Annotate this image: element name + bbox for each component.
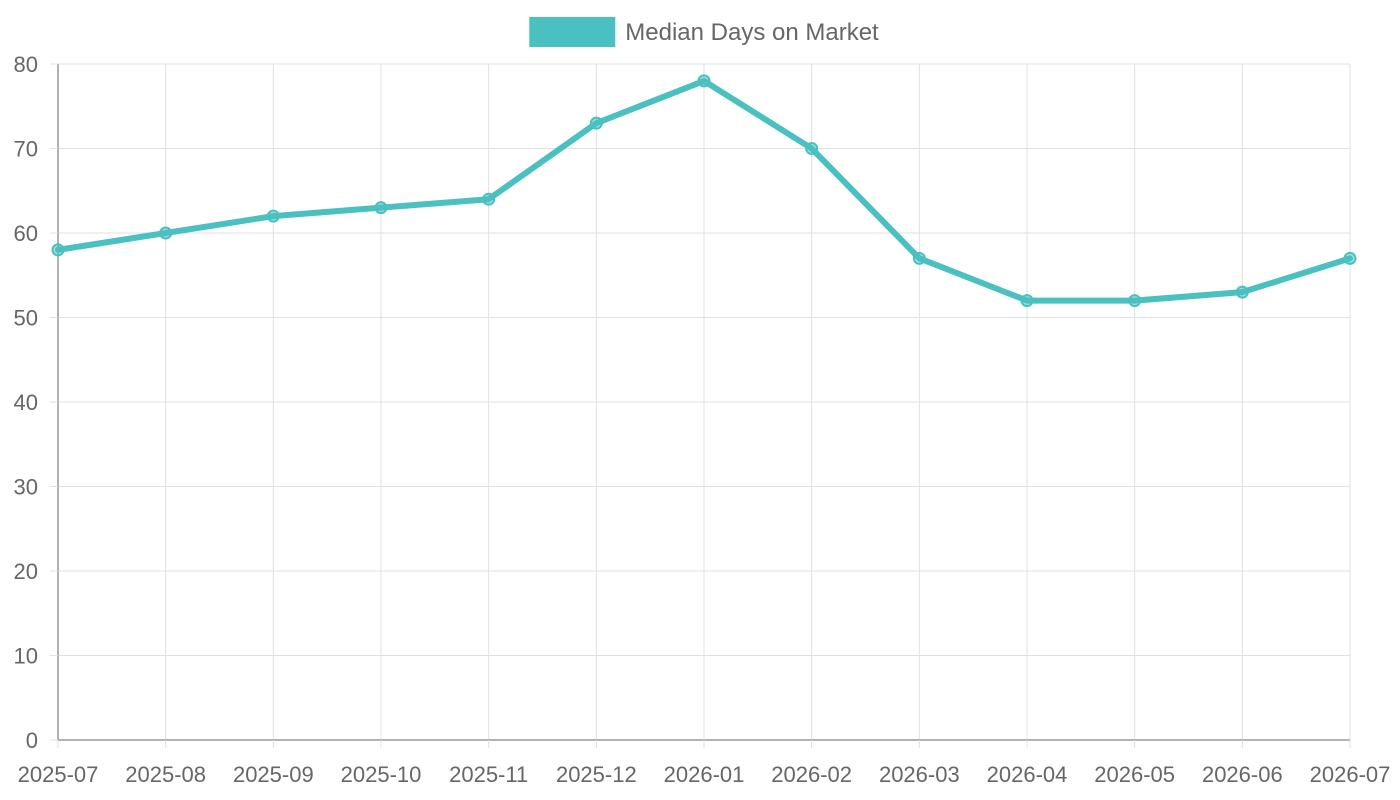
data-point[interactable]	[697, 74, 711, 88]
series-layer	[51, 74, 1357, 308]
legend-label: Median Days on Market	[625, 19, 879, 46]
legend[interactable]: Median Days on Market	[529, 17, 879, 47]
grid-lines	[58, 63, 1351, 740]
x-tick-label: 2026-01	[664, 762, 745, 787]
y-tick-label: 30	[14, 475, 38, 500]
x-tick-label: 2026-02	[771, 762, 852, 787]
x-axis-ticks: 2025-07 2025-08 2025-09 2025-10 2025-11 2025-…	[18, 740, 1391, 787]
data-point[interactable]	[1128, 294, 1142, 308]
x-tick-label: 2026-05	[1094, 762, 1175, 787]
data-point[interactable]	[912, 251, 926, 265]
data-point[interactable]	[374, 201, 388, 215]
data-point[interactable]	[482, 192, 496, 206]
x-tick-label: 2025-09	[233, 762, 314, 787]
data-point[interactable]	[1343, 251, 1357, 265]
data-point[interactable]	[1235, 285, 1249, 299]
data-point[interactable]	[159, 226, 173, 240]
x-tick-label: 2025-12	[556, 762, 637, 787]
y-tick-label: 60	[14, 221, 38, 246]
x-tick-label: 2025-11	[449, 762, 528, 787]
data-point[interactable]	[589, 116, 603, 130]
y-tick-label: 40	[14, 390, 38, 415]
data-point[interactable]	[1020, 294, 1034, 308]
y-tick-label: 20	[14, 559, 38, 584]
y-axis-ticks: 0 10 20 30 40 50 60 70 80	[14, 52, 58, 753]
y-tick-label: 70	[14, 137, 38, 162]
x-tick-label: 2026-06	[1202, 762, 1283, 787]
x-tick-label: 2025-10	[341, 762, 422, 787]
x-tick-label: 2026-03	[879, 762, 960, 787]
data-point[interactable]	[51, 243, 65, 257]
y-tick-label: 0	[26, 728, 38, 753]
y-tick-label: 50	[14, 306, 38, 331]
data-point[interactable]	[266, 209, 280, 223]
x-tick-label: 2026-04	[987, 762, 1068, 787]
x-tick-label: 2026-07	[1310, 762, 1391, 787]
data-point[interactable]	[805, 142, 819, 155]
x-tick-label: 2025-07	[18, 762, 99, 787]
y-tick-label: 80	[14, 52, 38, 77]
y-tick-label: 10	[14, 644, 38, 669]
legend-swatch	[529, 17, 616, 47]
x-tick-label: 2025-08	[125, 762, 206, 787]
